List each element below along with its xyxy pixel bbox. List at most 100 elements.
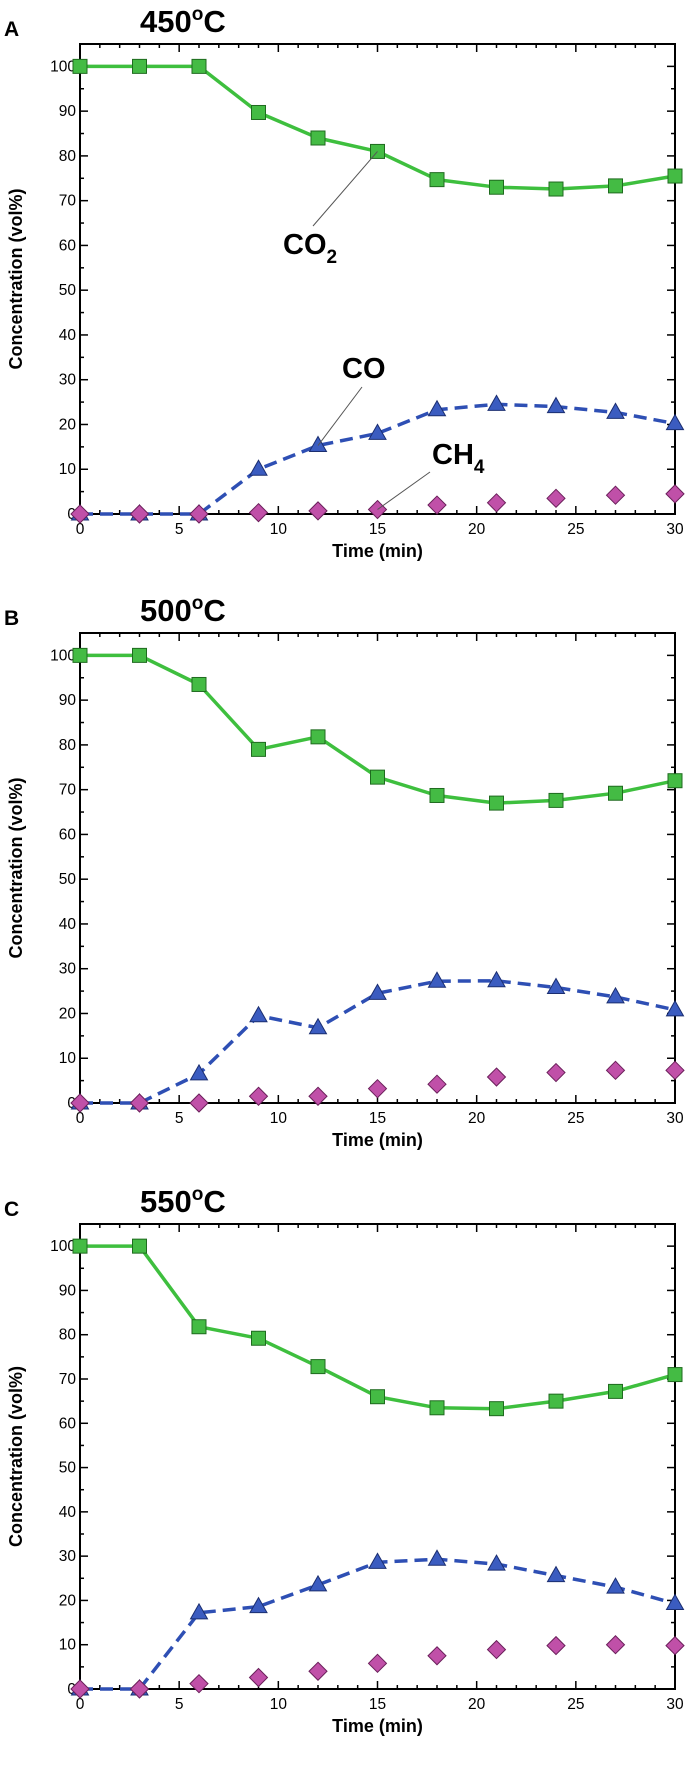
series-group <box>70 58 685 524</box>
y-axis-label: Concentration (vol%) <box>6 188 26 369</box>
x-tick-label: 5 <box>175 1110 184 1127</box>
data-point-ch4 <box>70 504 90 524</box>
y-tick-label: 20 <box>59 416 77 433</box>
annotation-label: CO <box>342 353 386 385</box>
data-point-ch4 <box>129 504 150 524</box>
y-tick-label: 50 <box>59 1460 77 1477</box>
data-point-ch4 <box>70 1679 90 1699</box>
data-point-co2 <box>370 769 385 785</box>
annotation-co: CO <box>342 353 386 385</box>
data-point-ch4 <box>248 502 269 523</box>
x-tick-label: 0 <box>76 1110 85 1127</box>
x-axis-label: Time (min) <box>332 1716 423 1736</box>
annotation-leader-co2 <box>312 151 378 227</box>
data-point-ch4 <box>189 1093 209 1113</box>
data-point-ch4 <box>546 488 566 509</box>
plot-frame <box>79 1223 676 1690</box>
data-point-co2 <box>72 1238 88 1254</box>
x-tick-label: 25 <box>567 521 584 538</box>
plot-frame <box>79 632 676 1104</box>
plot-frame <box>79 43 676 515</box>
data-point-ch4 <box>427 1646 447 1666</box>
x-tick-label: 15 <box>369 1110 386 1127</box>
y-tick-label: 100 <box>50 647 76 664</box>
data-point-ch4 <box>248 1086 269 1106</box>
x-tick-label: 0 <box>76 521 85 538</box>
y-tick-label: 30 <box>59 372 77 389</box>
data-point-co <box>308 1574 328 1592</box>
data-point-co <box>308 1017 328 1035</box>
annotation-label: CH <box>432 439 474 471</box>
y-tick-label: 70 <box>59 782 77 799</box>
data-point-co2 <box>429 787 445 803</box>
data-point-co2 <box>429 172 445 188</box>
data-point-co2 <box>489 1401 504 1417</box>
data-point-co <box>546 396 566 414</box>
y-tick-label: 80 <box>59 737 77 754</box>
data-point-co <box>368 983 387 1000</box>
title-value: 450 <box>140 4 192 39</box>
y-tick-label: 40 <box>59 1504 77 1521</box>
title-degree: o <box>192 1184 204 1205</box>
annotation-label: CO <box>283 229 327 261</box>
x-tick-label: 10 <box>270 1110 288 1127</box>
data-point-ch4 <box>665 484 685 504</box>
y-tick-label: 20 <box>59 1005 77 1022</box>
x-tick-label: 5 <box>175 1696 184 1713</box>
data-point-co2 <box>489 795 504 811</box>
data-point-co <box>606 402 625 419</box>
data-point-co <box>189 1063 209 1081</box>
data-point-co <box>427 1549 447 1566</box>
x-axis-label: Time (min) <box>332 1130 423 1150</box>
y-tick-label: 60 <box>59 237 77 254</box>
chart-title: 450oC <box>140 4 226 39</box>
data-point-ch4 <box>129 1679 150 1699</box>
data-point-co <box>427 399 447 417</box>
annotation-leader-co <box>317 386 363 446</box>
data-point-ch4 <box>546 1062 566 1083</box>
y-tick-label: 10 <box>59 1637 77 1654</box>
x-tick-label: 10 <box>270 521 288 538</box>
data-point-co2 <box>72 647 88 663</box>
y-tick-label: 40 <box>59 916 77 933</box>
data-point-co2 <box>191 676 207 692</box>
data-point-co2 <box>429 1400 445 1416</box>
y-tick-label: 60 <box>59 1415 77 1432</box>
data-point-ch4 <box>70 1093 90 1113</box>
y-tick-label: 70 <box>59 1371 77 1388</box>
x-tick-label: 30 <box>666 1110 684 1127</box>
title-unit: C <box>203 1184 225 1219</box>
data-point-ch4 <box>427 1074 447 1094</box>
data-point-co2 <box>251 1330 266 1346</box>
y-tick-label: 70 <box>59 193 77 210</box>
data-point-co2 <box>132 58 147 74</box>
data-point-co2 <box>310 729 326 745</box>
series-group <box>70 647 685 1113</box>
data-point-co2 <box>608 1383 623 1399</box>
y-tick-label: 80 <box>59 1327 77 1344</box>
panel-letter: C <box>4 1198 19 1221</box>
panel-b: B500oC0102030405060708090100051015202530… <box>4 593 685 1150</box>
data-point-co2 <box>608 178 623 194</box>
x-tick-label: 20 <box>468 521 486 538</box>
x-tick-label: 5 <box>175 521 184 538</box>
x-axis-label: Time (min) <box>332 541 423 561</box>
data-point-co2 <box>548 181 564 197</box>
data-point-ch4 <box>308 1086 328 1106</box>
data-point-co2 <box>489 179 504 195</box>
y-tick-label: 60 <box>59 826 77 843</box>
annotation-subscript: 2 <box>327 247 338 268</box>
data-point-ch4 <box>546 1635 566 1656</box>
y-tick-label: 40 <box>59 327 77 344</box>
data-point-co <box>368 1552 387 1569</box>
data-point-co <box>487 970 506 988</box>
y-tick-label: 50 <box>59 871 77 888</box>
data-point-co2 <box>667 168 683 184</box>
data-point-ch4 <box>665 1635 685 1656</box>
series-line-co2 <box>80 64 676 191</box>
x-tick-label: 30 <box>666 1696 684 1713</box>
y-tick-label: 100 <box>50 1238 76 1255</box>
data-point-ch4 <box>665 1060 685 1081</box>
series-line-co <box>80 979 676 1105</box>
data-point-co2 <box>548 792 564 808</box>
